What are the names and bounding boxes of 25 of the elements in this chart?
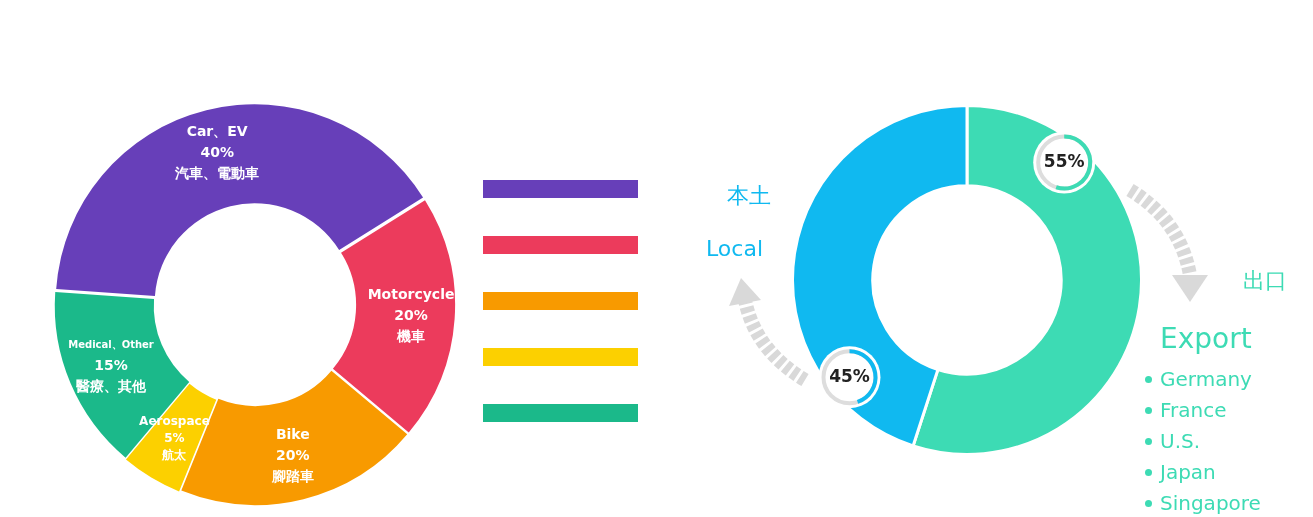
text: Singapore [1160,491,1261,515]
slice-label: Motorcycle [367,285,455,302]
text: 本土 [727,183,771,208]
text: 醫療、其他 [76,377,147,394]
data-label: 20% [394,306,428,323]
slice-label: Medical、Other [68,338,154,350]
text: U.S. [1160,429,1201,453]
slice-label: Local [706,236,764,261]
slice-label: Export [1160,322,1252,355]
text: France [1160,398,1227,422]
text: 出口 [1243,268,1287,293]
text: Germany [1160,367,1252,391]
text: 航太 [162,448,187,463]
data-label: 40% [200,143,234,160]
slice-label: Car、EV [186,122,248,139]
slice-label: Bike [275,426,310,443]
data-label: 55% [1043,150,1085,171]
data-label: 45% [829,365,870,386]
text: Japan [1160,460,1216,484]
data-label: 5% [164,431,185,446]
text: 機車 [397,327,426,344]
text: 汽車、電動車 [175,164,260,181]
text: 腳踏車 [271,468,314,485]
data-label: 15% [94,356,128,373]
data-label: 20% [276,447,310,464]
